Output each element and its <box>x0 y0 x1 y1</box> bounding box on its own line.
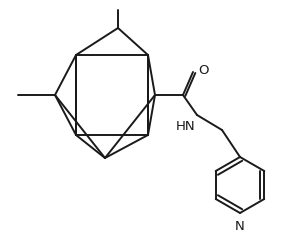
Text: N: N <box>235 220 245 233</box>
Text: O: O <box>198 64 208 78</box>
Text: HN: HN <box>175 120 195 133</box>
